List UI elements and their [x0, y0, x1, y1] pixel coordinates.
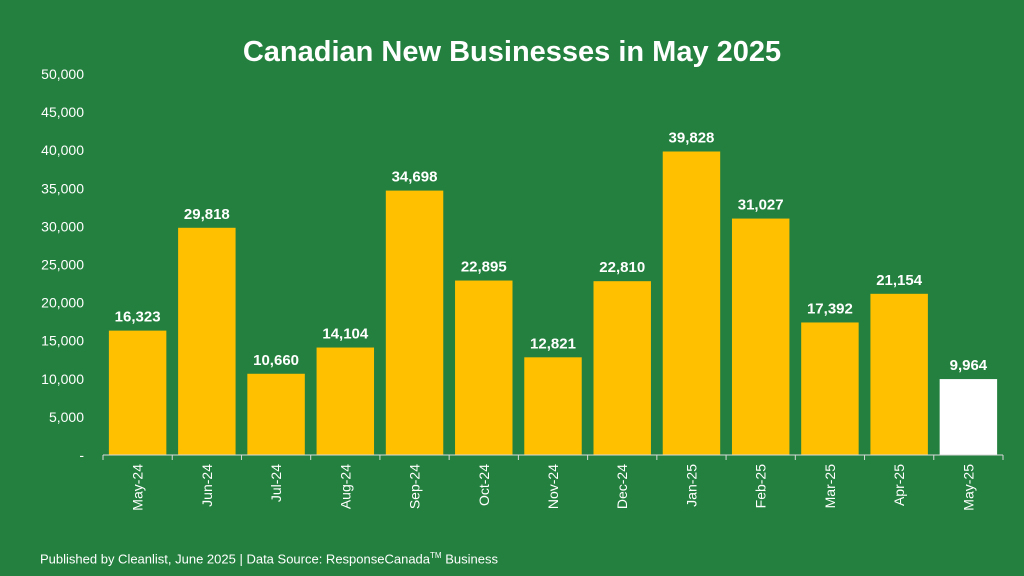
- bar: [593, 281, 651, 455]
- x-axis-labels: May-24 Jun-24 Jul-24 Aug-24 Sep-24 Oct-24 Nov-…: [130, 464, 977, 511]
- data-label: 39,828: [669, 130, 715, 147]
- bar: [178, 227, 236, 455]
- data-label: 31,027: [738, 197, 784, 214]
- y-tick-label: 25,000: [41, 257, 84, 273]
- x-tick-label: Dec-24: [614, 464, 630, 509]
- x-tick-label: Aug-24: [337, 464, 353, 509]
- data-label: 34,698: [392, 169, 438, 186]
- x-axis: [102, 454, 1004, 460]
- bar: [455, 280, 513, 455]
- x-tick-label: Apr-25: [891, 464, 907, 506]
- data-label: 10,660: [253, 352, 299, 369]
- y-tick-label: 5,000: [49, 409, 84, 425]
- y-tick-label: 45,000: [41, 104, 84, 120]
- bar: [801, 322, 859, 455]
- y-tick-label: 10,000: [41, 371, 84, 387]
- bar: [870, 293, 928, 455]
- data-label: 22,810: [599, 259, 645, 276]
- x-tick-label: Jun-24: [199, 464, 215, 507]
- bar: [247, 373, 305, 455]
- bar: [385, 190, 444, 455]
- y-tick-label: 20,000: [41, 295, 84, 311]
- x-tick-label: Nov-24: [545, 464, 561, 509]
- x-tick-label: May-25: [960, 464, 976, 511]
- data-label: 9,964: [950, 357, 988, 374]
- footer-credit: Published by Cleanlist, June 2025 | Data…: [40, 551, 498, 566]
- x-tick-label: Mar-25: [822, 464, 838, 509]
- y-tick-label: 30,000: [41, 218, 84, 234]
- bar: [731, 218, 790, 455]
- bar: [662, 151, 721, 456]
- y-axis-ticks: - 5,000 10,000 15,000 20,000 25,000 30,000 35,0…: [41, 66, 84, 463]
- x-tick-label: Sep-24: [407, 464, 423, 509]
- x-tick-label: Jan-25: [683, 464, 699, 507]
- footer-suffix: Business: [441, 551, 498, 567]
- bar: [524, 357, 582, 455]
- footer-prefix: Published by Cleanlist, June 2025 | Data…: [40, 551, 431, 567]
- data-label: 22,895: [461, 259, 507, 276]
- x-tick-label: Feb-25: [753, 464, 769, 509]
- y-tick-label: 50,000: [41, 66, 84, 82]
- y-tick-label: -: [79, 447, 84, 463]
- data-label: 12,821: [530, 335, 576, 352]
- x-tick-label: May-24: [130, 464, 146, 511]
- bar: [939, 379, 998, 455]
- data-label: 14,104: [322, 326, 369, 343]
- y-tick-label: 15,000: [41, 333, 84, 349]
- y-tick-label: 35,000: [41, 180, 84, 196]
- data-label: 29,818: [184, 206, 230, 223]
- trademark-mark: TM: [430, 551, 442, 560]
- data-label: 21,154: [876, 272, 923, 289]
- data-labels: 16,323 29,818 10,660 14,104 34,698 22,895 12,8…: [115, 130, 988, 375]
- bar: [316, 347, 375, 455]
- x-tick-label: Jul-24: [268, 464, 284, 502]
- data-label: 16,323: [115, 309, 161, 326]
- y-tick-label: 40,000: [41, 142, 84, 158]
- chart-title: Canadian New Businesses in May 2025: [242, 36, 782, 68]
- bars: [108, 151, 998, 456]
- data-label: 17,392: [807, 300, 853, 317]
- bar: [108, 330, 167, 455]
- x-tick-label: Oct-24: [476, 464, 492, 506]
